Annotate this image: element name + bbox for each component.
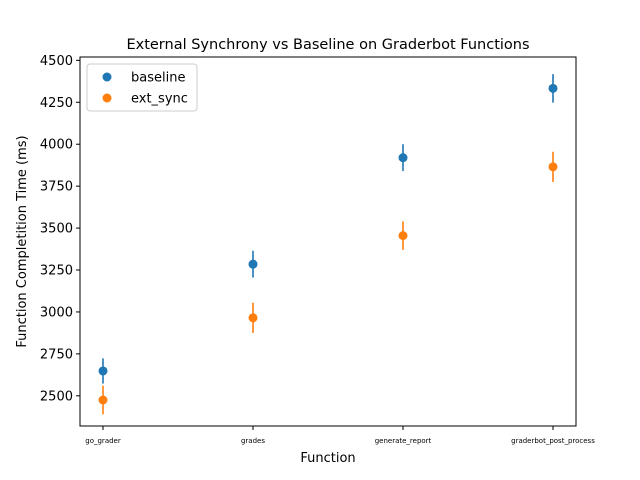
y-tick-label: 3500 — [40, 222, 73, 237]
y-tick-label: 2750 — [40, 347, 73, 362]
baseline-point — [548, 83, 558, 93]
y-axis-label: Function Completition Time (ms) — [15, 135, 30, 347]
legend-label: ext_sync — [131, 92, 188, 107]
x-tick-label: grades — [241, 437, 265, 445]
baseline-point — [98, 366, 108, 376]
legend-label: baseline — [131, 71, 185, 86]
x-axis-label: Function — [300, 451, 355, 466]
ext_sync-point — [98, 395, 108, 405]
baseline-legend-marker — [102, 72, 112, 82]
y-tick-label: 3750 — [40, 180, 73, 195]
baseline-point — [248, 259, 258, 269]
y-tick-label: 4000 — [40, 138, 73, 153]
x-tick-label: go_grader — [85, 437, 121, 445]
x-tick-label: graderbot_post_process — [511, 437, 595, 445]
y-tick-label: 4500 — [40, 54, 73, 69]
baseline-point — [398, 153, 408, 163]
ext_sync-legend-marker — [102, 93, 112, 103]
y-tick-label: 3000 — [40, 305, 73, 320]
x-tick-label: generate_report — [375, 437, 432, 445]
axes-frame — [79, 56, 577, 427]
ext_sync-point — [248, 313, 258, 323]
legend: baseline ext_sync — [86, 63, 198, 112]
y-tick-label: 3250 — [40, 264, 73, 279]
ext_sync-point — [548, 162, 558, 172]
plot-area: 2500 2750 3000 3250 3500 3750 4000 4250 4500 go_g… — [40, 54, 595, 445]
legend-box — [86, 63, 198, 112]
y-tick-label: 4250 — [40, 96, 73, 111]
ext_sync-point — [398, 231, 408, 241]
chart-title: External Synchrony vs Baseline on Grader… — [126, 37, 529, 53]
y-tick-label: 2500 — [40, 389, 73, 404]
